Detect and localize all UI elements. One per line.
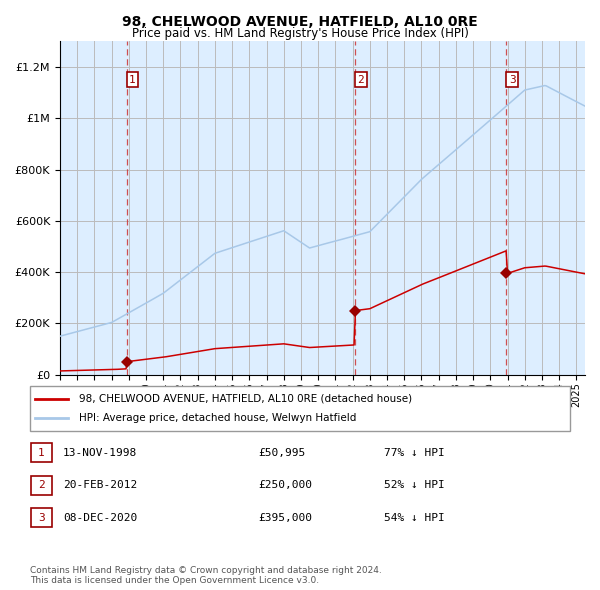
Text: 13-NOV-1998: 13-NOV-1998 xyxy=(63,448,137,458)
FancyBboxPatch shape xyxy=(30,386,570,431)
Text: 3: 3 xyxy=(509,75,515,85)
FancyBboxPatch shape xyxy=(31,443,52,463)
Text: 1: 1 xyxy=(129,75,136,85)
Text: 54% ↓ HPI: 54% ↓ HPI xyxy=(384,513,445,523)
Text: Contains HM Land Registry data © Crown copyright and database right 2024.: Contains HM Land Registry data © Crown c… xyxy=(30,566,382,575)
Text: 98, CHELWOOD AVENUE, HATFIELD, AL10 0RE: 98, CHELWOOD AVENUE, HATFIELD, AL10 0RE xyxy=(122,15,478,29)
Text: £250,000: £250,000 xyxy=(258,480,312,490)
Text: 2: 2 xyxy=(358,75,364,85)
Text: 77% ↓ HPI: 77% ↓ HPI xyxy=(384,448,445,458)
Text: 3: 3 xyxy=(38,513,45,523)
Text: 2: 2 xyxy=(38,480,45,490)
Text: This data is licensed under the Open Government Licence v3.0.: This data is licensed under the Open Gov… xyxy=(30,576,319,585)
Text: 98, CHELWOOD AVENUE, HATFIELD, AL10 0RE (detached house): 98, CHELWOOD AVENUE, HATFIELD, AL10 0RE … xyxy=(79,394,412,404)
Text: 20-FEB-2012: 20-FEB-2012 xyxy=(63,480,137,490)
Text: Price paid vs. HM Land Registry's House Price Index (HPI): Price paid vs. HM Land Registry's House … xyxy=(131,27,469,40)
FancyBboxPatch shape xyxy=(31,508,52,527)
Text: 52% ↓ HPI: 52% ↓ HPI xyxy=(384,480,445,490)
Text: 08-DEC-2020: 08-DEC-2020 xyxy=(63,513,137,523)
Text: 1: 1 xyxy=(38,448,45,458)
Text: £395,000: £395,000 xyxy=(258,513,312,523)
Text: £50,995: £50,995 xyxy=(258,448,305,458)
FancyBboxPatch shape xyxy=(31,476,52,495)
Text: HPI: Average price, detached house, Welwyn Hatfield: HPI: Average price, detached house, Welw… xyxy=(79,414,356,423)
